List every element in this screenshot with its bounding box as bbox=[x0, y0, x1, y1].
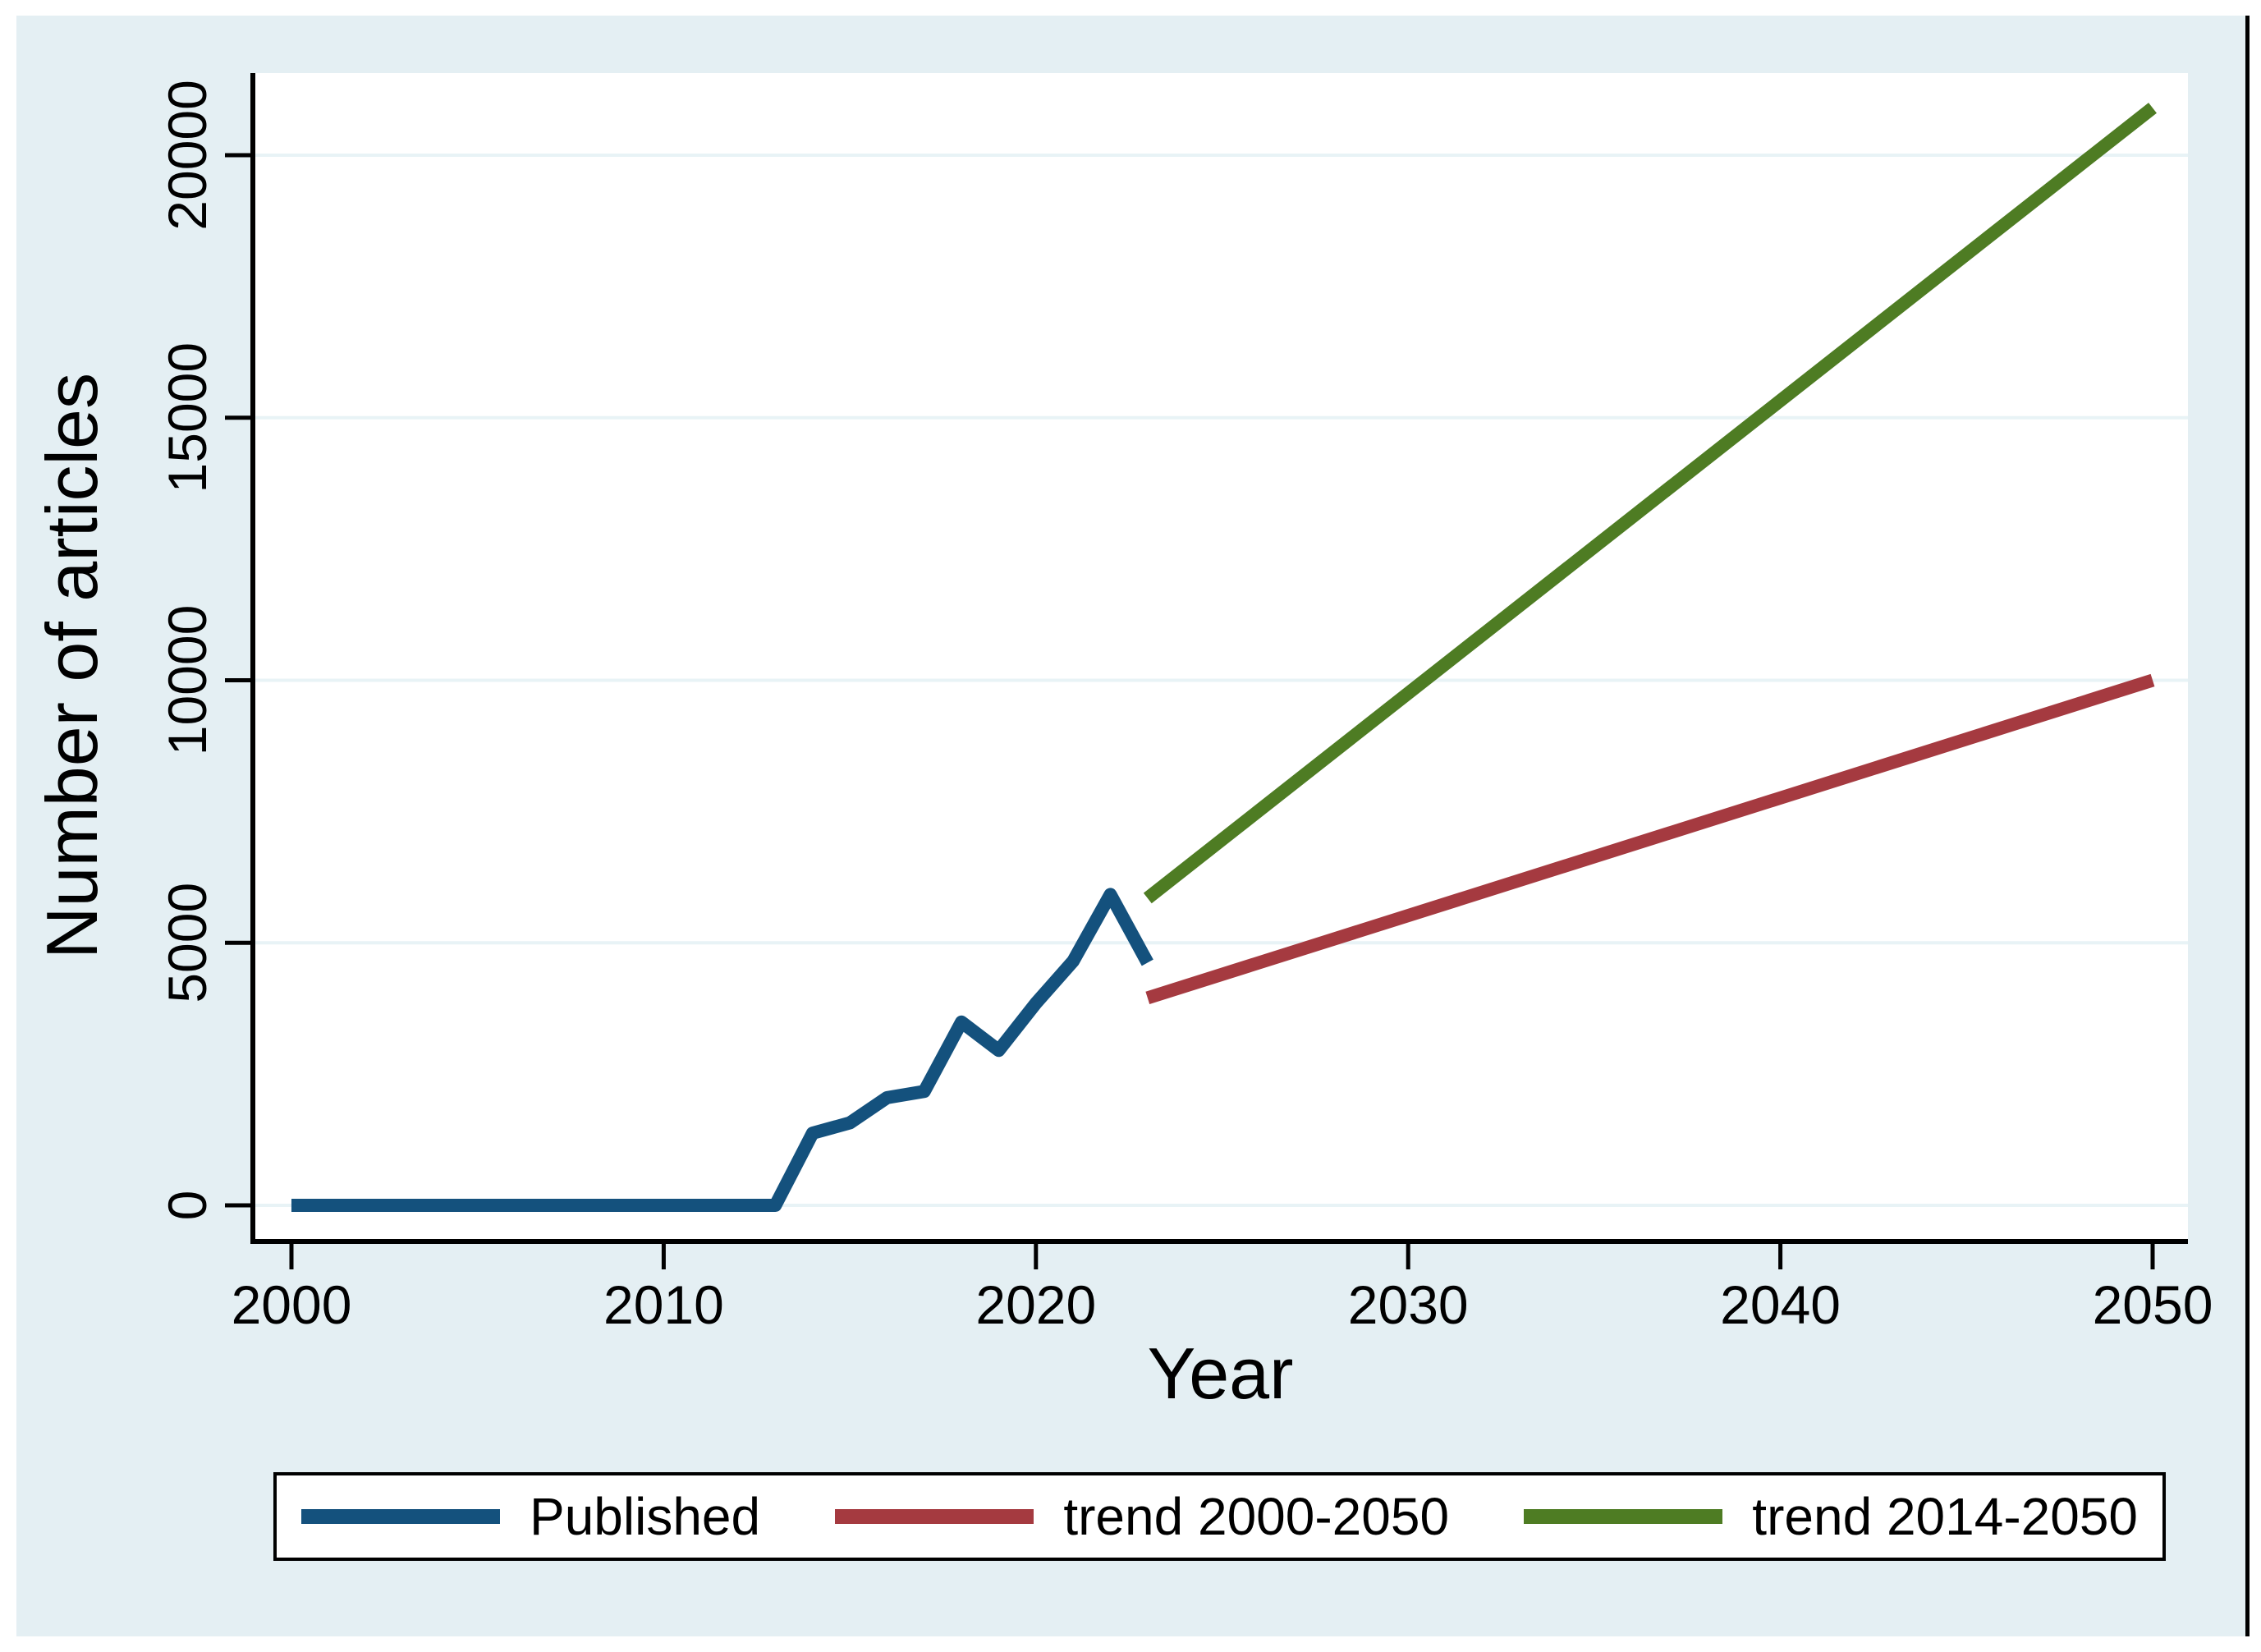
x-axis-title: Year bbox=[1147, 1333, 1294, 1414]
tick-labels: 2000 2010 2020 2030 2040 2050 0 5000 10000 15000 2… bbox=[157, 80, 2213, 1335]
series-line-trend-2014-2050 bbox=[1143, 103, 2157, 904]
y-tick-label-10000: 10000 bbox=[157, 605, 218, 756]
x-tick-label-2050: 2050 bbox=[2093, 1274, 2213, 1335]
legend-box: Published trend 2000-2050 trend 2014-205… bbox=[273, 1472, 2166, 1561]
x-tick-label-2030: 2030 bbox=[1348, 1274, 1469, 1335]
legend-item-published: Published bbox=[301, 1486, 760, 1547]
plot-area bbox=[253, 73, 2188, 1241]
legend-swatch-published bbox=[301, 1509, 500, 1524]
y-tick-label-20000: 20000 bbox=[157, 80, 218, 231]
axes bbox=[250, 73, 2188, 1244]
x-tick-label-2010: 2010 bbox=[603, 1274, 724, 1335]
legend-item-trend-2014-2050: trend 2014-2050 bbox=[1524, 1486, 2138, 1547]
y-axis-title: Number of articles bbox=[31, 373, 112, 960]
series-line-published bbox=[291, 888, 1153, 1212]
legend-label-published: Published bbox=[530, 1487, 761, 1546]
tick-marks bbox=[225, 153, 2155, 1269]
x-tick-label-2040: 2040 bbox=[1720, 1274, 1841, 1335]
series-line-trend-2000-2050 bbox=[1145, 673, 2155, 1005]
legend-label-trend-2014-2050: trend 2014-2050 bbox=[1752, 1487, 2138, 1546]
legend-swatch-trend-2014-2050 bbox=[1524, 1509, 1723, 1524]
x-tick-label-2020: 2020 bbox=[975, 1274, 1096, 1335]
y-tick-label-0: 0 bbox=[157, 1191, 218, 1221]
legend-item-trend-2000-2050: trend 2000-2050 bbox=[835, 1486, 1449, 1547]
y-tick-label-15000: 15000 bbox=[157, 342, 218, 493]
x-tick-label-2000: 2000 bbox=[232, 1274, 352, 1335]
y-tick-label-5000: 5000 bbox=[157, 883, 218, 1003]
legend-label-trend-2000-2050: trend 2000-2050 bbox=[1063, 1487, 1450, 1546]
series-lines bbox=[291, 103, 2157, 1212]
legend-swatch-trend-2000-2050 bbox=[835, 1509, 1034, 1524]
